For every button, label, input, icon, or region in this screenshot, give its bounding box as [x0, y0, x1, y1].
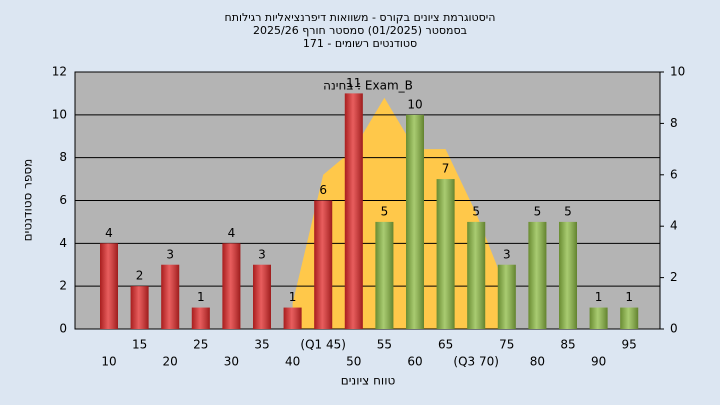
- data-label: 4: [228, 226, 236, 240]
- y2-tick-label: 0: [670, 322, 678, 336]
- x-tick-label: 55: [377, 338, 392, 352]
- data-label: 3: [503, 247, 511, 261]
- annotation: בחינה : Exam_B: [323, 79, 413, 93]
- data-label: 6: [319, 183, 327, 197]
- data-label: 3: [166, 247, 174, 261]
- data-label: 7: [442, 162, 450, 176]
- bar-shade: [467, 221, 486, 329]
- y2-tick-label: 2: [670, 270, 678, 284]
- data-label: 1: [595, 290, 603, 304]
- data-label: 5: [534, 204, 542, 218]
- x-tick-label: 25: [193, 338, 208, 352]
- bar-shade: [344, 93, 363, 330]
- x-tick-label: 85: [560, 338, 575, 352]
- chart-subtitle: סטודנטים רשומים - 171: [303, 37, 417, 50]
- bar-shade: [375, 221, 394, 329]
- bar-shade: [589, 307, 608, 329]
- x-tick-label: (Q1 45): [300, 338, 346, 352]
- y-tick-label: 10: [52, 107, 67, 121]
- x-tick-label: 90: [591, 355, 606, 369]
- data-label: 1: [197, 290, 205, 304]
- x-tick-label: 35: [254, 338, 269, 352]
- y2-tick-label: 6: [670, 167, 678, 181]
- y-tick-label: 6: [59, 193, 67, 207]
- plot-frame: [74, 71, 661, 330]
- bar-shade: [314, 200, 333, 329]
- data-label: 11: [346, 76, 361, 90]
- x-tick-label: 30: [224, 355, 239, 369]
- bar-shade: [283, 307, 302, 329]
- bar-shade: [222, 243, 241, 329]
- bar-shade: [406, 114, 424, 329]
- data-label: 4: [105, 226, 113, 240]
- y-axis-label: מספר סטודנטים: [21, 159, 35, 242]
- chart-subtitle: בסמסטר (01/2025) סמסטר חורף 2025/26: [253, 24, 467, 37]
- x-tick-label: 60: [407, 355, 422, 369]
- y2-tick-label: 10: [670, 65, 685, 79]
- bar-shade: [191, 307, 210, 329]
- x-tick-label: 15: [132, 338, 147, 352]
- bar-shade: [559, 221, 577, 329]
- bar-shade: [620, 307, 639, 329]
- y2-tick-label: 4: [670, 219, 678, 233]
- bar-shade: [130, 286, 149, 329]
- data-label: 1: [289, 290, 297, 304]
- x-tick-label: 65: [438, 338, 453, 352]
- y-tick-label: 2: [59, 279, 67, 293]
- data-label: 3: [258, 247, 266, 261]
- data-label: 5: [381, 204, 389, 218]
- y-tick-label: 8: [59, 150, 67, 164]
- bar-shade: [253, 264, 271, 329]
- x-tick-label: 40: [285, 355, 300, 369]
- data-label: 10: [407, 97, 422, 111]
- x-tick-label: 95: [622, 338, 637, 352]
- bar-shade: [100, 243, 118, 329]
- x-tick-label: 50: [346, 355, 361, 369]
- bar-shade: [528, 221, 547, 329]
- data-label: 5: [472, 204, 480, 218]
- x-tick-label: 10: [101, 355, 116, 369]
- y-tick-label: 4: [59, 236, 67, 250]
- data-label: 5: [564, 204, 572, 218]
- x-tick-label: 75: [499, 338, 514, 352]
- y-tick-label: 12: [52, 65, 67, 79]
- bar-shade: [497, 264, 516, 329]
- x-tick-label: (Q3 70): [453, 355, 499, 369]
- bar-shade: [161, 264, 180, 329]
- data-label: 1: [625, 290, 633, 304]
- chart-title: היסטוגרמת ציונים בקורס - משוואות דיפרנצי…: [225, 11, 496, 24]
- data-label: 2: [136, 269, 144, 283]
- x-axis-label: טווח ציונים: [341, 374, 396, 388]
- x-tick-label: 80: [530, 355, 545, 369]
- y-tick-label: 0: [59, 322, 67, 336]
- y2-tick-label: 8: [670, 116, 678, 130]
- bar-shade: [436, 179, 455, 329]
- x-tick-label: 20: [163, 355, 178, 369]
